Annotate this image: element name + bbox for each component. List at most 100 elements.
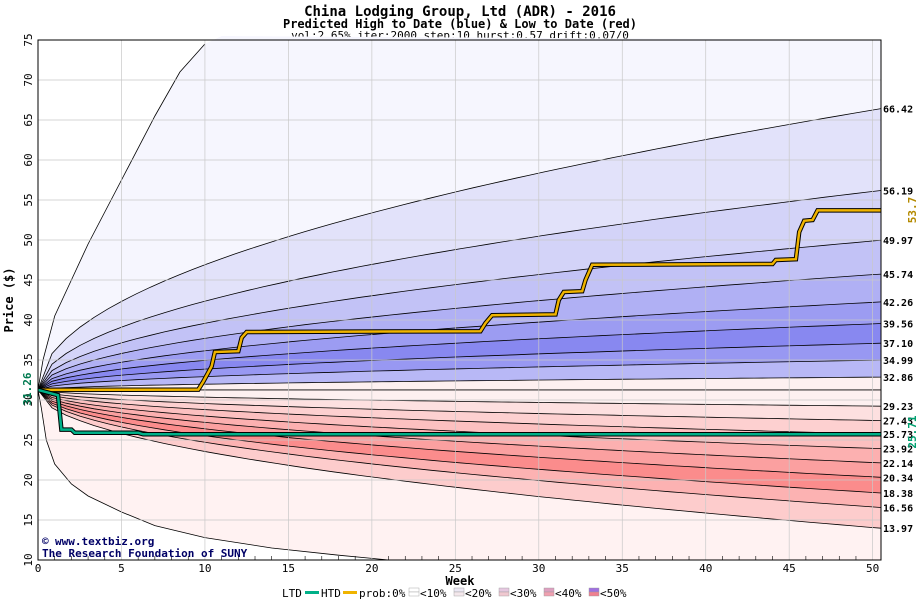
y-tick-label: 70 <box>22 73 35 86</box>
y-axis-label: Price ($) <box>2 267 16 332</box>
x-tick-label: 30 <box>532 562 545 575</box>
series-line-ltd <box>37 388 881 436</box>
band-low-5 <box>38 389 881 493</box>
percentile-line <box>37 389 882 449</box>
band-high-8 <box>38 360 881 390</box>
probability-bands <box>37 36 882 561</box>
band-high-5 <box>38 301 881 390</box>
low-end-label: 29.23 <box>883 402 913 413</box>
copyright-icon: © <box>42 535 49 548</box>
y-axis-ticks: 10 15 20 25 30 35 40 45 50 55 60 65 70 75 <box>22 33 35 566</box>
high-end-label: 66.42 <box>883 105 913 116</box>
y-tick-label: 55 <box>22 193 35 206</box>
band-low-3 <box>38 389 881 463</box>
legend-bin-label: <30% <box>510 587 537 600</box>
high-end-label: 56.19 <box>883 186 913 197</box>
start-price-label: 31.26 <box>21 372 34 405</box>
high-end-label: 37.10 <box>883 339 913 350</box>
legend-bin-swatch-low <box>408 591 420 597</box>
y-tick-label: 65 <box>22 113 35 126</box>
band-high-1 <box>38 108 881 390</box>
y-tick-label: 15 <box>22 513 35 526</box>
low-end-label: 20.34 <box>883 473 913 484</box>
percentile-line <box>37 389 882 508</box>
legend-bin-swatch-high <box>543 587 555 593</box>
high-end-label: 39.56 <box>883 320 913 331</box>
band-outside-high <box>38 36 222 390</box>
band-low-4 <box>38 389 881 478</box>
x-tick-label: 15 <box>282 562 295 575</box>
percentile-line <box>37 342 882 391</box>
legend-bin-label: <20% <box>465 587 492 600</box>
band-high-7 <box>38 343 881 390</box>
x-axis-label: Week <box>446 574 476 588</box>
legend-bins: <10% <20% <30% <40% <50% <box>408 587 627 600</box>
x-tick-label: 0 <box>35 562 42 575</box>
credit-site: www.textbiz.org <box>55 535 154 548</box>
chart-title: China Lodging Group, Ltd (ADR) - 2016 <box>304 4 616 20</box>
y-tick-label: 35 <box>22 353 35 366</box>
high-end-label: 34.99 <box>883 356 913 367</box>
y-tick-label: 10 <box>22 553 35 566</box>
x-tick-label: 5 <box>118 562 125 575</box>
ltd-end-label: 25.71 <box>906 415 919 448</box>
x-tick-label: 25 <box>449 562 462 575</box>
legend-bin-swatch-low <box>588 591 600 597</box>
low-end-label: 16.56 <box>883 504 913 515</box>
y-tick-label: 75 <box>22 33 35 46</box>
legend-prob-label: prob:0% <box>359 587 406 600</box>
legend-htd-label: HTD <box>321 587 341 600</box>
legend-bin-swatch-high <box>453 587 465 593</box>
x-tick-label: 10 <box>198 562 211 575</box>
percentile-line <box>37 389 882 478</box>
y-tick-label: 20 <box>22 473 35 486</box>
htd-end-label: 53.7 <box>906 197 919 224</box>
band-high-0 <box>38 36 881 390</box>
high-end-label: 49.97 <box>883 236 913 247</box>
low-end-label: 25.73 <box>883 430 913 441</box>
outer-upper-line <box>37 43 206 390</box>
legend-bin-label: <40% <box>555 587 582 600</box>
y-tick-label: 45 <box>22 273 35 286</box>
low-end-label: 22.14 <box>883 459 913 470</box>
percentile-line <box>37 273 882 391</box>
legend-bin-swatch-high <box>588 587 600 593</box>
high-end-label: 32.86 <box>883 373 913 384</box>
legend-ltd-swatch <box>305 591 319 594</box>
percentile-line <box>37 190 882 391</box>
percentile-line <box>37 389 882 494</box>
legend-bin-swatch-high <box>498 587 510 593</box>
band-low-6 <box>38 389 881 508</box>
band-high-4 <box>38 274 881 390</box>
percentile-line <box>37 389 882 464</box>
band-outside-low <box>38 389 881 560</box>
band-low-outer <box>38 389 881 560</box>
percentile-line <box>37 389 882 435</box>
percentile-line <box>37 239 882 391</box>
plot-area <box>37 36 882 561</box>
x-tick-label: 40 <box>699 562 712 575</box>
legend-bin-label: <50% <box>600 587 627 600</box>
x-tick-label: 50 <box>866 562 879 575</box>
credit-org: The Research Foundation of SUNY <box>42 547 248 560</box>
plot-frame <box>37 39 882 561</box>
low-end-label: 23.92 <box>883 445 913 456</box>
band-high-2 <box>38 190 881 390</box>
end-value-labels: 66.42 56.19 49.97 45.74 42.26 39.56 37.10 34.99… <box>883 105 913 536</box>
legend-bin-swatch-low <box>498 591 510 597</box>
percentile-line <box>37 389 882 407</box>
percentile-line <box>37 108 882 391</box>
high-end-label: 45.74 <box>883 270 913 281</box>
legend-bin-label: <10% <box>420 587 447 600</box>
low-end-label: 18.38 <box>883 489 913 500</box>
percentile-line <box>37 301 882 391</box>
low-end-label: 13.97 <box>883 524 913 535</box>
band-high-3 <box>38 240 881 390</box>
band-low-1 <box>38 389 881 435</box>
legend: LTD HTD prob:0% <10% <20% <30% <40% <50% <box>282 587 627 600</box>
legend-bin-swatch-high <box>408 587 420 593</box>
x-axis-ticks: 0 5 10 15 20 25 30 35 40 45 50 <box>35 562 880 575</box>
percentile-line <box>37 323 882 391</box>
x-tick-label: 35 <box>616 562 629 575</box>
